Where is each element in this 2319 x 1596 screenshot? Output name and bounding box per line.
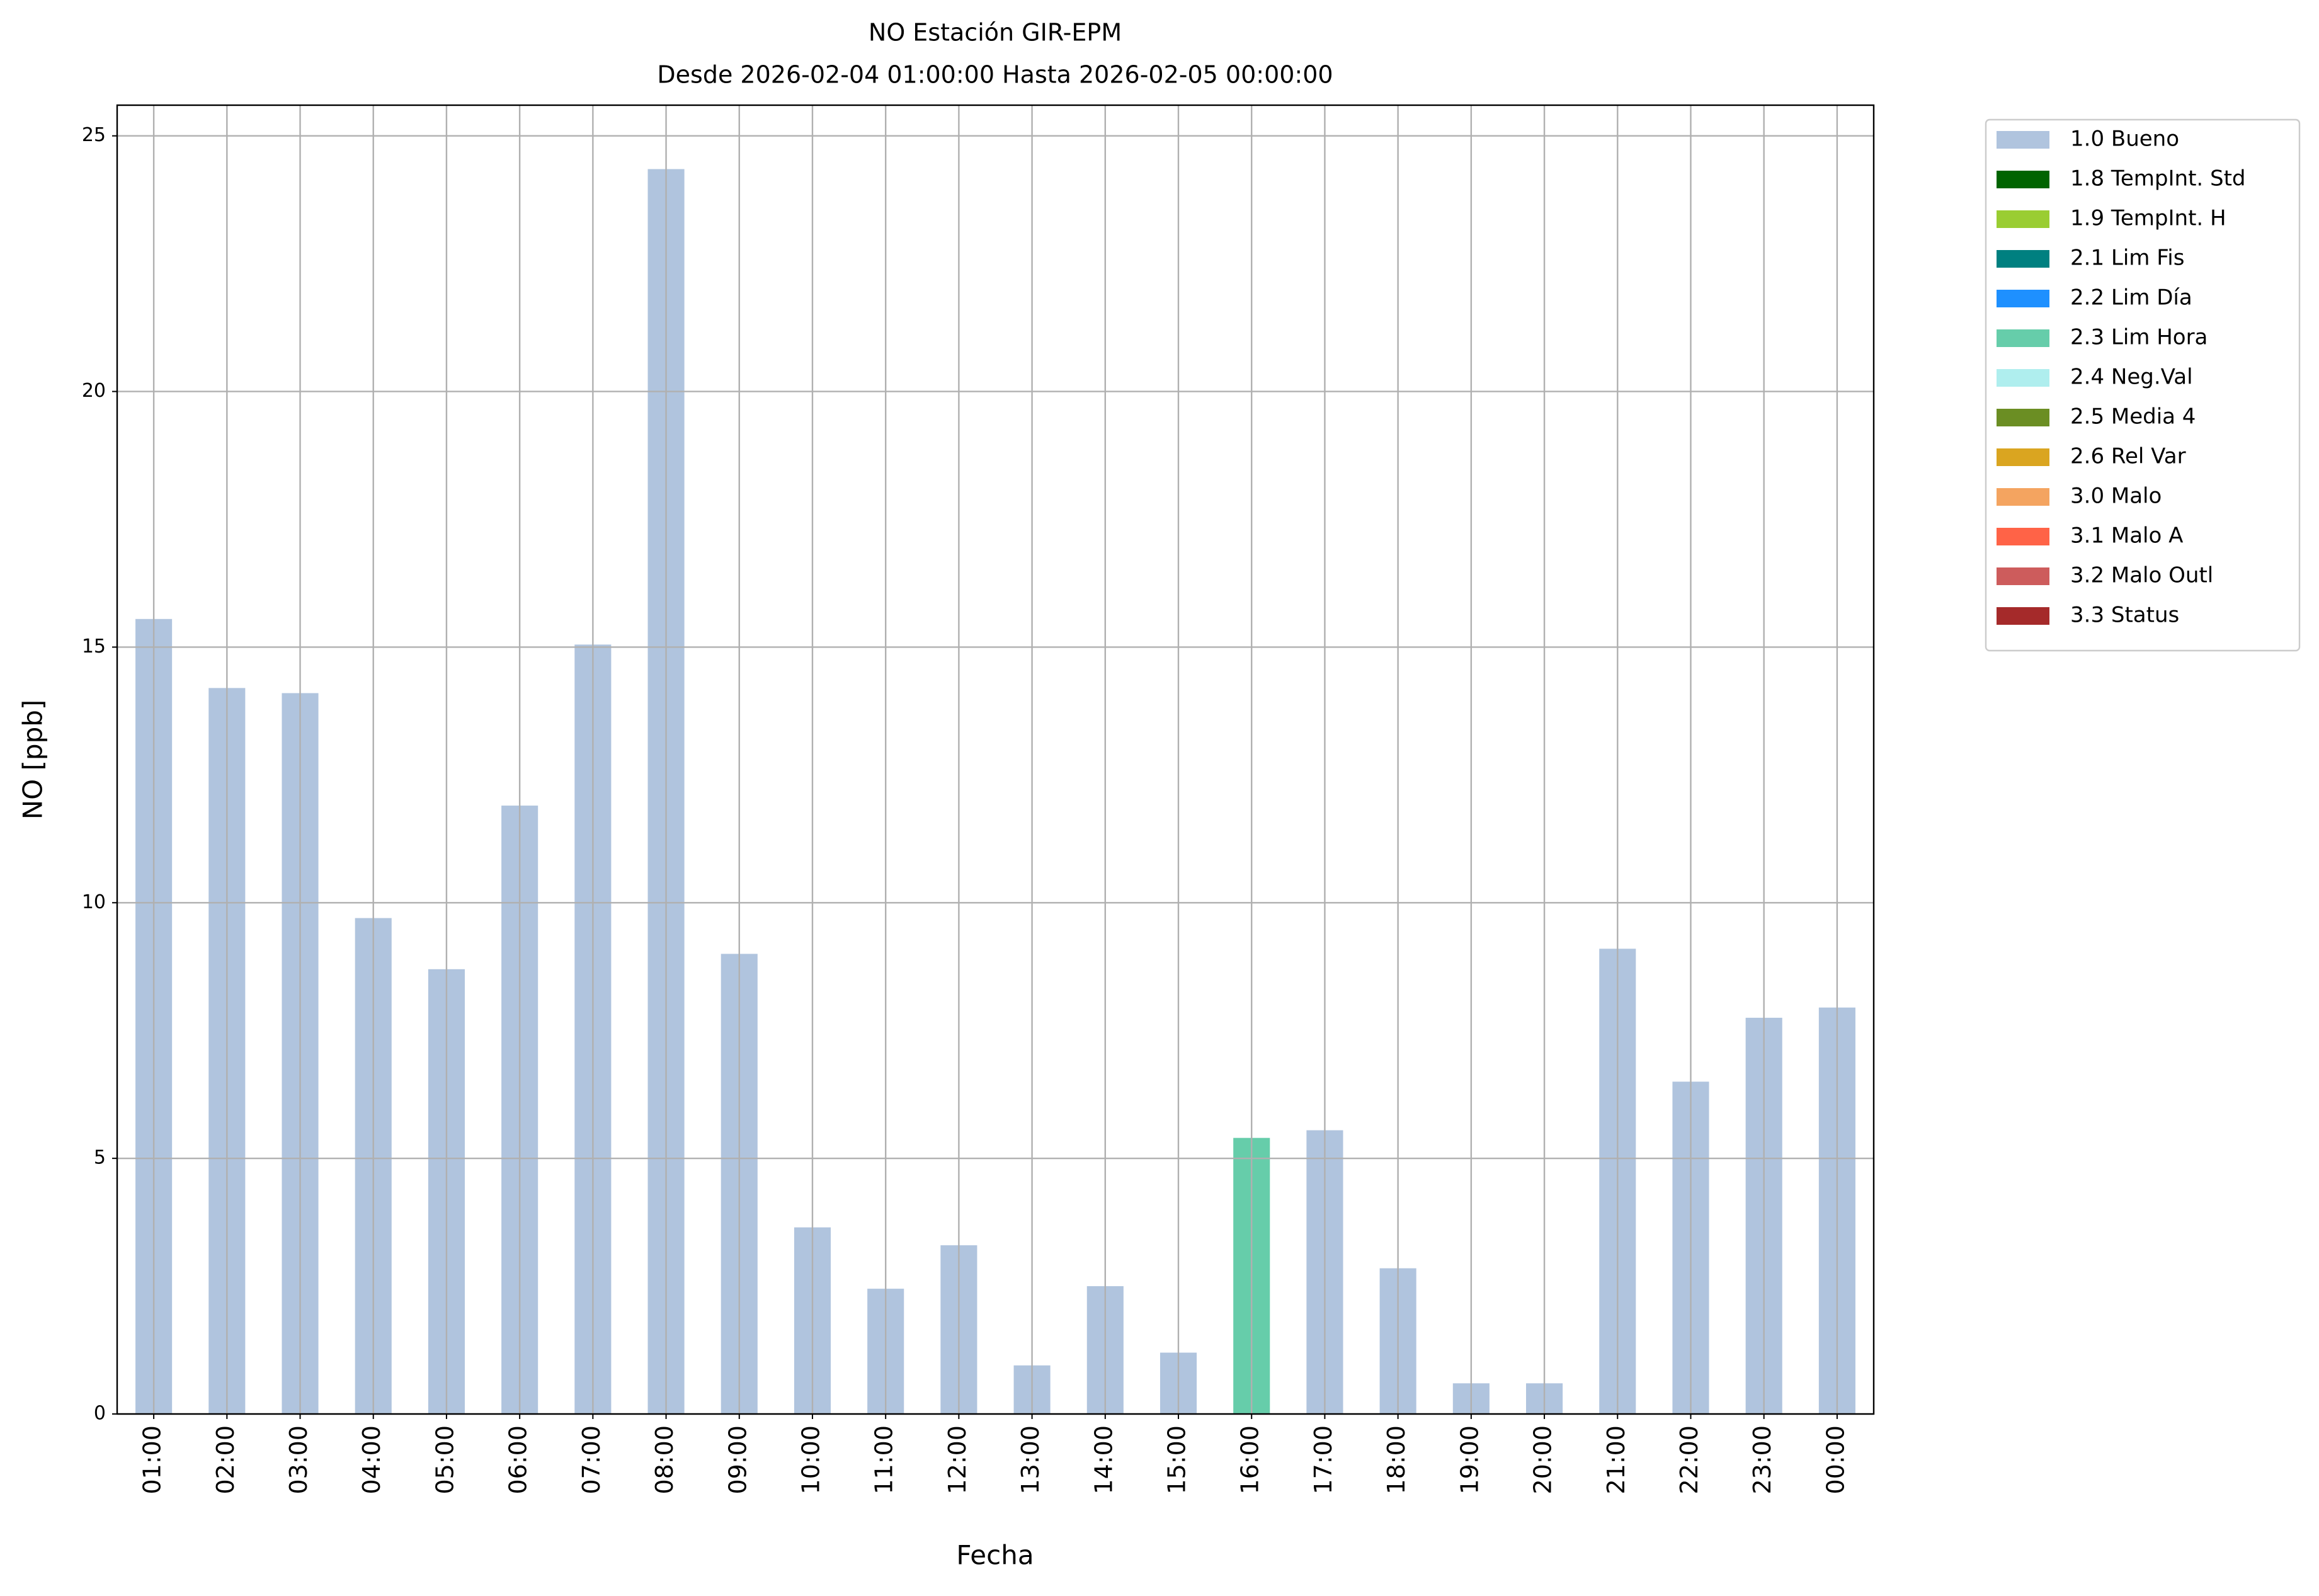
x-tick-label: 03:00	[285, 1425, 312, 1495]
y-tick-label: 10	[82, 891, 106, 913]
x-tick-label: 16:00	[1236, 1425, 1264, 1495]
x-tick-label: 21:00	[1602, 1425, 1630, 1495]
x-tick-label: 17:00	[1309, 1425, 1337, 1495]
legend-label: 3.2 Malo Outl	[2070, 563, 2213, 588]
legend-swatch	[1997, 369, 2049, 387]
x-tick-label: 11:00	[870, 1425, 898, 1495]
legend-swatch	[1997, 528, 2049, 545]
legend-label: 3.3 Status	[2070, 603, 2179, 628]
legend-swatch	[1997, 171, 2049, 188]
y-axis-label: NO [ppb]	[18, 700, 48, 820]
x-axis-label: Fecha	[956, 1540, 1034, 1571]
legend-label: 2.1 Lim Fis	[2070, 246, 2184, 271]
legend-swatch	[1997, 409, 2049, 426]
x-tick-label: 04:00	[358, 1425, 385, 1495]
x-tick-label: 18:00	[1382, 1425, 1410, 1495]
x-tick-label: 22:00	[1675, 1425, 1703, 1495]
x-tick-label: 12:00	[943, 1425, 971, 1495]
legend-swatch	[1997, 607, 2049, 625]
legend-label: 3.1 Malo A	[2070, 523, 2183, 549]
x-tick-label: 02:00	[212, 1425, 239, 1495]
x-tick-label: 23:00	[1748, 1425, 1776, 1495]
chart-subtitle: Desde 2026-02-04 01:00:00 Hasta 2026-02-…	[657, 61, 1333, 89]
legend-label: 2.3 Lim Hora	[2070, 325, 2208, 350]
x-tick-label: 01:00	[139, 1425, 166, 1495]
legend-label: 1.0 Bueno	[2070, 127, 2179, 152]
legend-label: 1.9 TempInt. H	[2070, 206, 2226, 231]
x-tick-label: 08:00	[651, 1425, 678, 1495]
legend-swatch	[1997, 290, 2049, 307]
y-tick-label: 25	[82, 124, 106, 146]
x-tick-label: 19:00	[1456, 1425, 1483, 1495]
y-tick-label: 20	[82, 380, 106, 402]
y-tick-label: 15	[82, 636, 106, 658]
legend-label: 2.5 Media 4	[2070, 404, 2196, 430]
y-tick-label: 5	[94, 1147, 106, 1169]
legend-swatch	[1997, 131, 2049, 149]
legend-label: 2.6 Rel Var	[2070, 444, 2186, 469]
chart-title: NO Estación GIR-EPM	[869, 19, 1122, 47]
legend-label: 2.4 Neg.Val	[2070, 365, 2193, 390]
legend-swatch	[1997, 488, 2049, 506]
y-tick-label: 0	[94, 1403, 106, 1425]
x-tick-label: 20:00	[1529, 1425, 1557, 1495]
plot-frame	[116, 104, 1875, 1415]
x-tick-label: 14:00	[1090, 1425, 1117, 1495]
x-tick-label: 05:00	[431, 1425, 459, 1495]
x-tick-label: 09:00	[724, 1425, 751, 1495]
legend-swatch	[1997, 210, 2049, 228]
legend-label: 2.2 Lim Día	[2070, 285, 2192, 311]
x-tick-label: 10:00	[797, 1425, 824, 1495]
x-tick-label: 06:00	[504, 1425, 532, 1495]
x-tick-label: 00:00	[1821, 1425, 1849, 1495]
legend-swatch	[1997, 448, 2049, 466]
x-tick-label: 13:00	[1017, 1425, 1044, 1495]
legend-swatch	[1997, 567, 2049, 585]
legend-box	[1985, 118, 2301, 652]
x-tick-label: 15:00	[1163, 1425, 1191, 1495]
x-tick-label: 07:00	[578, 1425, 605, 1495]
legend-swatch	[1997, 250, 2049, 268]
legend-label: 3.0 Malo	[2070, 484, 2162, 509]
legend-label: 1.8 TempInt. Std	[2070, 166, 2246, 191]
legend-swatch	[1997, 329, 2049, 347]
